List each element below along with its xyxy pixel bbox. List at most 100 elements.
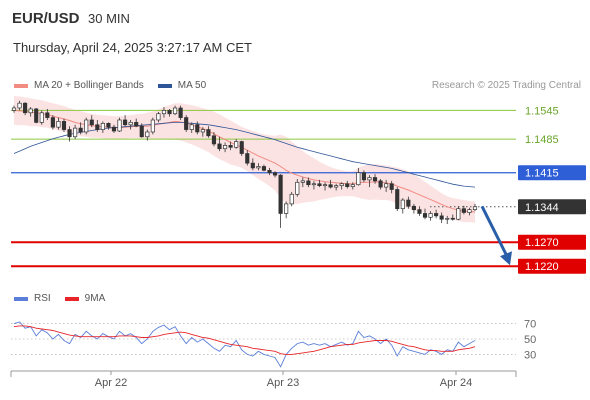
candle-body-down	[372, 177, 378, 182]
candle	[367, 175, 372, 188]
candle-body-down	[306, 180, 311, 186]
candle	[450, 214, 455, 221]
candle	[334, 183, 339, 191]
candle	[422, 208, 428, 220]
candle	[167, 108, 172, 117]
candle	[389, 180, 394, 194]
legend-label-ma50: MA 50	[177, 80, 207, 91]
candle-body-down	[411, 205, 416, 210]
rsi-panel: 70 50 30	[11, 319, 536, 368]
candle-body-up	[117, 119, 122, 132]
candle-body-down	[406, 199, 411, 207]
candle	[372, 174, 378, 184]
candle-body-down	[111, 126, 117, 132]
candle-body-down	[345, 183, 350, 187]
legend-swatch-rsi	[14, 296, 28, 301]
candle	[23, 102, 28, 116]
rsi-legend: RSI 9MA	[14, 293, 119, 304]
level-labels: 1.1545 1.1485 1.1415 1.1344 1.1270 1.1220	[518, 105, 586, 274]
candle	[339, 182, 344, 190]
candle	[361, 170, 366, 183]
candle-body-up	[384, 183, 389, 188]
x-axis-label: Apr 22	[95, 377, 127, 389]
candle	[106, 122, 111, 130]
candle	[384, 179, 389, 192]
candle	[284, 201, 289, 219]
candle-body-up	[73, 127, 78, 138]
candle	[406, 196, 411, 209]
candle	[73, 124, 78, 140]
candle	[123, 115, 128, 127]
candle-body-down	[106, 122, 111, 128]
candle-body-up	[156, 113, 161, 121]
candle-body-down	[272, 172, 278, 176]
forecast-arrow-head	[500, 251, 512, 266]
candle	[317, 179, 322, 188]
candle	[100, 121, 105, 133]
candle-body-up	[339, 183, 344, 187]
candle	[217, 136, 222, 152]
rsi-tick-70: 70	[524, 319, 536, 331]
candle-body-up	[222, 145, 228, 150]
candle-body-down	[422, 213, 428, 218]
candle	[328, 179, 333, 189]
candle	[345, 180, 350, 189]
candle	[11, 105, 17, 113]
candle	[39, 110, 44, 125]
candle	[173, 105, 178, 116]
candle	[145, 129, 150, 141]
candle	[300, 177, 305, 188]
candle-body-up	[456, 208, 461, 220]
candle-body-up	[161, 110, 167, 115]
candle	[378, 178, 383, 190]
candle	[45, 108, 50, 120]
symbol-title: EUR/USD	[12, 10, 80, 27]
x-axis: Apr 22 Apr 23 Apr 24	[10, 370, 517, 389]
candle	[17, 100, 22, 111]
candle-body-up	[367, 177, 372, 181]
x-axis-label: Apr 24	[440, 377, 472, 389]
candle-body-down	[167, 110, 172, 115]
candle-body-down	[361, 172, 366, 181]
candle-body-down	[395, 189, 400, 210]
level-label-1.1220: 1.1220	[525, 261, 559, 273]
candle-body-up	[311, 183, 316, 186]
candle-body-down	[184, 117, 189, 130]
candle	[245, 150, 250, 166]
candle	[200, 127, 205, 137]
candle-body-down	[228, 145, 233, 148]
chart-datetime: Thursday, April 24, 2025 3:27:17 AM CET	[13, 40, 252, 55]
candle	[211, 131, 217, 147]
candle-body-up	[289, 193, 294, 205]
moving-averages	[13, 109, 476, 213]
candle-body-up	[56, 121, 61, 128]
candle	[289, 191, 294, 207]
candle-body-up	[17, 102, 22, 109]
candle-body-down	[178, 107, 183, 118]
candle	[272, 171, 278, 178]
legend-item-9ma: 9MA	[64, 293, 105, 304]
candle	[95, 119, 100, 132]
candle-body-down	[250, 162, 255, 169]
candle	[222, 142, 228, 153]
level-label-1.1270: 1.1270	[525, 237, 559, 249]
rsi-tick-30: 30	[524, 349, 536, 361]
candle-body-up	[145, 131, 150, 138]
candle-body-down	[139, 125, 144, 138]
candle-body-up	[334, 185, 339, 188]
candle-body-down	[211, 135, 217, 145]
forecast-arrow	[480, 205, 512, 266]
candle-body-down	[317, 183, 322, 187]
candle	[439, 212, 444, 224]
candle-body-down	[45, 112, 50, 118]
candle-body-up	[234, 141, 239, 148]
candle-body-down	[217, 143, 222, 150]
candle	[61, 118, 67, 132]
candle-body-down	[67, 129, 72, 138]
candle-body-up	[295, 181, 300, 195]
level-label-box-1.1220	[518, 258, 586, 274]
candle-body-down	[267, 169, 272, 174]
candle-body-down	[95, 124, 100, 130]
candle	[311, 180, 316, 190]
